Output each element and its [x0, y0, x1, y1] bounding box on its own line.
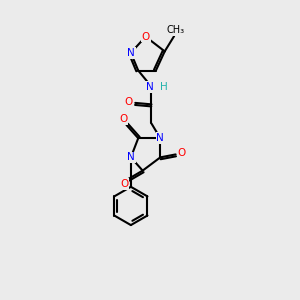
- Text: N: N: [127, 152, 135, 162]
- Text: O: O: [119, 114, 128, 124]
- Text: CH₃: CH₃: [167, 25, 185, 35]
- Text: O: O: [120, 179, 128, 189]
- Text: H: H: [160, 82, 168, 92]
- Text: O: O: [177, 148, 186, 158]
- Text: N: N: [156, 133, 164, 143]
- Text: N: N: [146, 82, 154, 92]
- Text: N: N: [127, 48, 135, 58]
- Text: O: O: [142, 32, 150, 42]
- Text: O: O: [125, 97, 133, 107]
